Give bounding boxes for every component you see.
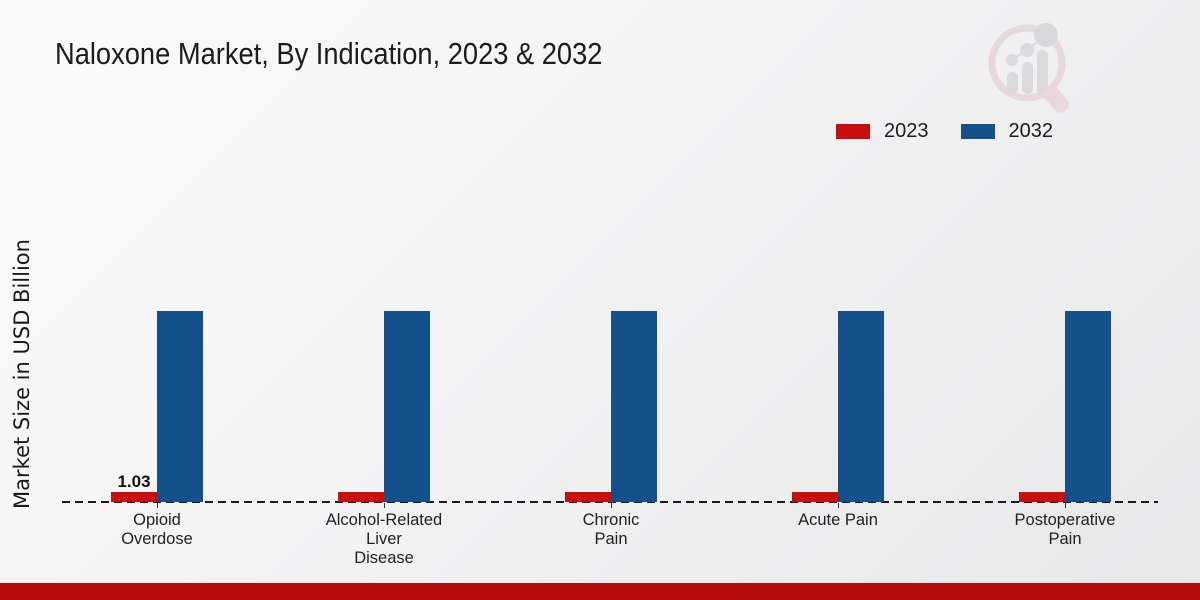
legend: 2023 2032 — [836, 120, 1053, 143]
value-label-2023-opioid-overdose: 1.03 — [117, 472, 151, 491]
legend-item-2032: 2032 — [960, 120, 1054, 143]
legend-swatch-2023 — [836, 124, 870, 139]
x-axis-tick — [156, 503, 158, 508]
bar-2032-alcohol-related-liver-disease — [384, 310, 430, 502]
bar-2032-opioid-overdose — [157, 310, 203, 502]
x-axis-tick — [610, 503, 612, 508]
bar-2023-acute-pain — [792, 492, 838, 502]
bar-2032-acute-pain — [838, 310, 884, 502]
bar-2023-postoperative-pain — [1019, 492, 1065, 502]
bar-2032-chronic-pain — [611, 310, 657, 502]
x-axis-tick — [383, 503, 385, 508]
bar-2023-alcohol-related-liver-disease — [338, 492, 384, 502]
x-axis-baseline — [62, 501, 1158, 503]
x-axis-tick — [1064, 503, 1066, 508]
legend-swatch-2032 — [960, 124, 995, 139]
footer-accent-bar — [0, 583, 1200, 600]
legend-item-2023: 2023 — [836, 120, 929, 143]
legend-label-2023: 2023 — [884, 120, 929, 142]
legend-label-2032: 2032 — [1008, 120, 1054, 142]
category-label-chronic-pain: Chronic Pain — [582, 511, 640, 548]
x-axis-tick — [837, 503, 839, 508]
category-label-postoperative-pain: Postoperative Pain — [1014, 511, 1116, 548]
brand-logo-watermark-icon — [988, 23, 1070, 113]
bar-2023-opioid-overdose — [111, 492, 157, 502]
category-label-opioid-overdose: Opioid Overdose — [121, 511, 193, 548]
bar-2023-chronic-pain — [565, 492, 611, 502]
category-label-acute-pain: Acute Pain — [798, 511, 878, 529]
chart-title: Naloxone Market, By Indication, 2023 & 2… — [55, 36, 603, 71]
category-label-alcohol-related-liver-disease: Alcohol-Related Liver Disease — [325, 511, 443, 567]
bar-2032-postoperative-pain — [1065, 310, 1111, 502]
